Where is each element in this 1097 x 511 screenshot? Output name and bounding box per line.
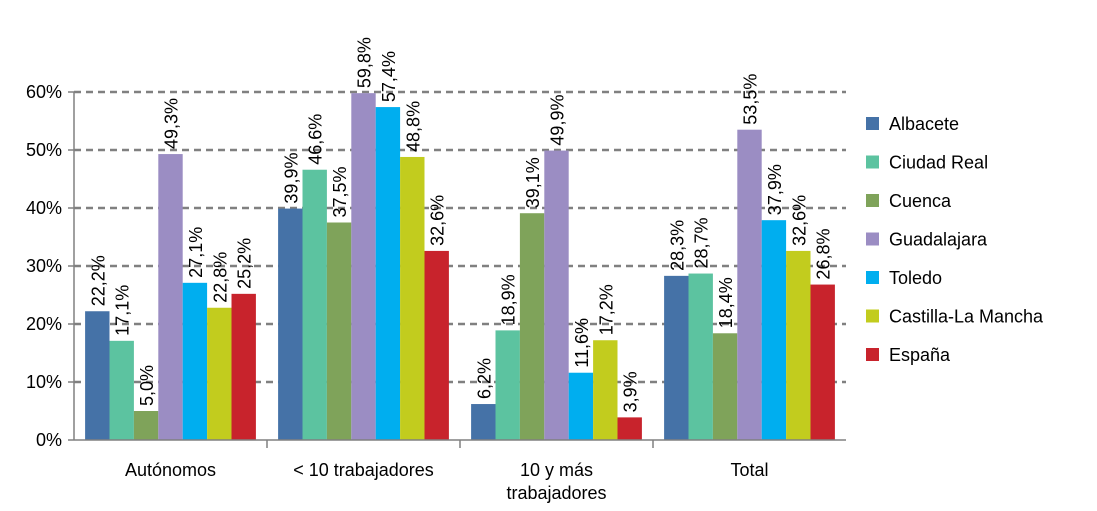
legend-swatch [866, 348, 879, 361]
bar [810, 284, 835, 440]
legend-label: Guadalajara [889, 230, 988, 250]
data-labels: 22,2%17,1%5,0%49,3%27,1% 22,8% 25,2%39,9%4… [88, 37, 833, 412]
bar [207, 307, 232, 440]
legend-swatch [866, 117, 879, 130]
data-label: 18,9% [499, 274, 519, 325]
legend-swatch [866, 194, 879, 207]
bar [471, 404, 496, 440]
data-label: 39,1% [523, 157, 543, 208]
x-category-label: Total [730, 460, 768, 480]
y-tick-label: 30% [26, 256, 62, 276]
data-label: 22,8% [210, 252, 230, 303]
bar [109, 340, 134, 440]
bar [593, 340, 618, 440]
data-label: 57,4% [379, 51, 399, 102]
data-label: 32,6% [428, 195, 448, 246]
bar [568, 372, 594, 440]
y-tick-label: 20% [26, 314, 62, 334]
bar [737, 129, 762, 440]
y-tick-label: 60% [26, 82, 62, 102]
bar [158, 154, 183, 440]
y-tick-label: 10% [26, 372, 62, 392]
data-label: 17,1% [113, 285, 133, 336]
bar [495, 330, 520, 440]
data-label: 59,8% [355, 37, 375, 88]
legend-label: España [889, 345, 951, 365]
bar [133, 411, 159, 440]
bar [712, 333, 738, 440]
data-label: 3,9% [621, 371, 641, 412]
data-label: 25,2% [235, 238, 255, 289]
data-label: 26,8% [814, 229, 834, 280]
data-label: 37,5% [330, 166, 350, 217]
bar [519, 213, 545, 440]
bar [688, 273, 713, 440]
data-label: 28,7% [692, 217, 712, 268]
y-tick-label: 40% [26, 198, 62, 218]
bar [182, 282, 208, 440]
bar [85, 311, 110, 440]
bar [278, 208, 303, 440]
x-category-label: < 10 trabajadores [293, 460, 434, 480]
legend: Albacete Ciudad Real Cuenca Guadalajara Tole… [866, 114, 1044, 365]
legend-label: Toledo [889, 268, 942, 288]
axes: 0% 10% 20% 30% 40% 50% 60% Autónomos < 10 trabaj… [26, 82, 846, 503]
gridlines [74, 90, 846, 384]
data-label: 17,2% [596, 284, 616, 335]
data-label: 18,4% [716, 277, 736, 328]
bar [351, 93, 376, 440]
bar [617, 417, 642, 440]
data-label: 49,3% [162, 98, 182, 149]
bar [231, 293, 256, 440]
data-label: 6,2% [474, 358, 494, 399]
legend-swatch [866, 232, 879, 246]
y-tick-label: 50% [26, 140, 62, 160]
data-label: 32,6% [789, 195, 809, 246]
x-category-label: trabajadores [506, 483, 606, 503]
bars [85, 93, 835, 440]
legend-swatch [866, 309, 879, 323]
legend-swatch [866, 155, 879, 169]
bar [424, 250, 449, 440]
legend-label: Albacete [889, 114, 959, 134]
bar [375, 107, 401, 440]
data-label: 39,9% [281, 153, 301, 204]
x-category-label: Autónomos [125, 460, 216, 480]
bar [544, 150, 569, 440]
data-label: 28,3% [667, 220, 687, 271]
data-label: 46,6% [306, 114, 326, 165]
data-label: 48,8% [403, 101, 423, 152]
bar [302, 169, 327, 440]
x-category-label: 10 y más [520, 460, 593, 480]
bar [664, 275, 689, 440]
y-tick-label: 0% [36, 430, 62, 450]
data-label: 37,9% [765, 164, 785, 215]
bar [400, 156, 425, 440]
legend-label: Ciudad Real [889, 153, 988, 173]
data-label: 49,9% [548, 95, 568, 146]
legend-label: Castilla-La Mancha [889, 307, 1044, 327]
legend-swatch [866, 271, 879, 284]
bar [326, 222, 352, 440]
data-label: 22,2% [88, 255, 108, 306]
data-label: 27,1% [186, 227, 206, 278]
data-label: 53,5% [741, 74, 761, 125]
bar [761, 220, 787, 440]
data-label: 11,6% [572, 318, 592, 368]
legend-label: Cuenca [889, 191, 952, 211]
bar [786, 250, 811, 440]
data-label: 5,0% [137, 365, 157, 406]
